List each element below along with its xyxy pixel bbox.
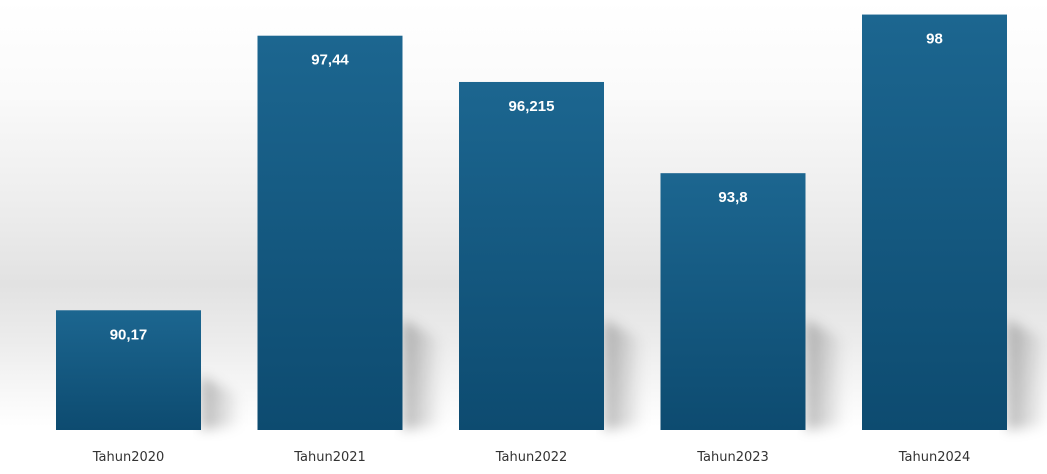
bar-shadows [201, 320, 1047, 430]
bar-shadow [1007, 320, 1047, 430]
x-tick-label: Tahun2020 [92, 450, 165, 465]
bar-shadow [201, 376, 241, 430]
bar-tahun2022 [459, 81, 604, 430]
bar-tahun2020 [56, 310, 201, 430]
bar-shadow [604, 320, 644, 430]
data-label: 97,44 [311, 52, 349, 69]
bar-shadow [805, 320, 846, 430]
x-tick-label: Tahun2022 [495, 450, 568, 465]
data-label: 98 [926, 31, 943, 48]
data-label: 93,8 [718, 189, 747, 206]
bar-tahun2023 [660, 173, 806, 430]
data-label: 90,17 [110, 326, 148, 343]
bar-tahun2024 [862, 14, 1007, 431]
bar-tahun2021 [257, 35, 403, 430]
x-tick-label: Tahun2021 [293, 450, 366, 465]
bar-shadow [402, 320, 443, 430]
data-label: 96,215 [509, 98, 555, 115]
data-labels-group: 90,17 97,44 96,215 93,8 98 [110, 31, 943, 344]
x-tick-label: Tahun2023 [696, 450, 769, 465]
x-tick-labels-group: Tahun2020 Tahun2021 Tahun2022 Tahun2023 Tahu… [92, 450, 971, 465]
bars-group [56, 14, 1007, 431]
x-tick-label: Tahun2024 [898, 450, 971, 465]
